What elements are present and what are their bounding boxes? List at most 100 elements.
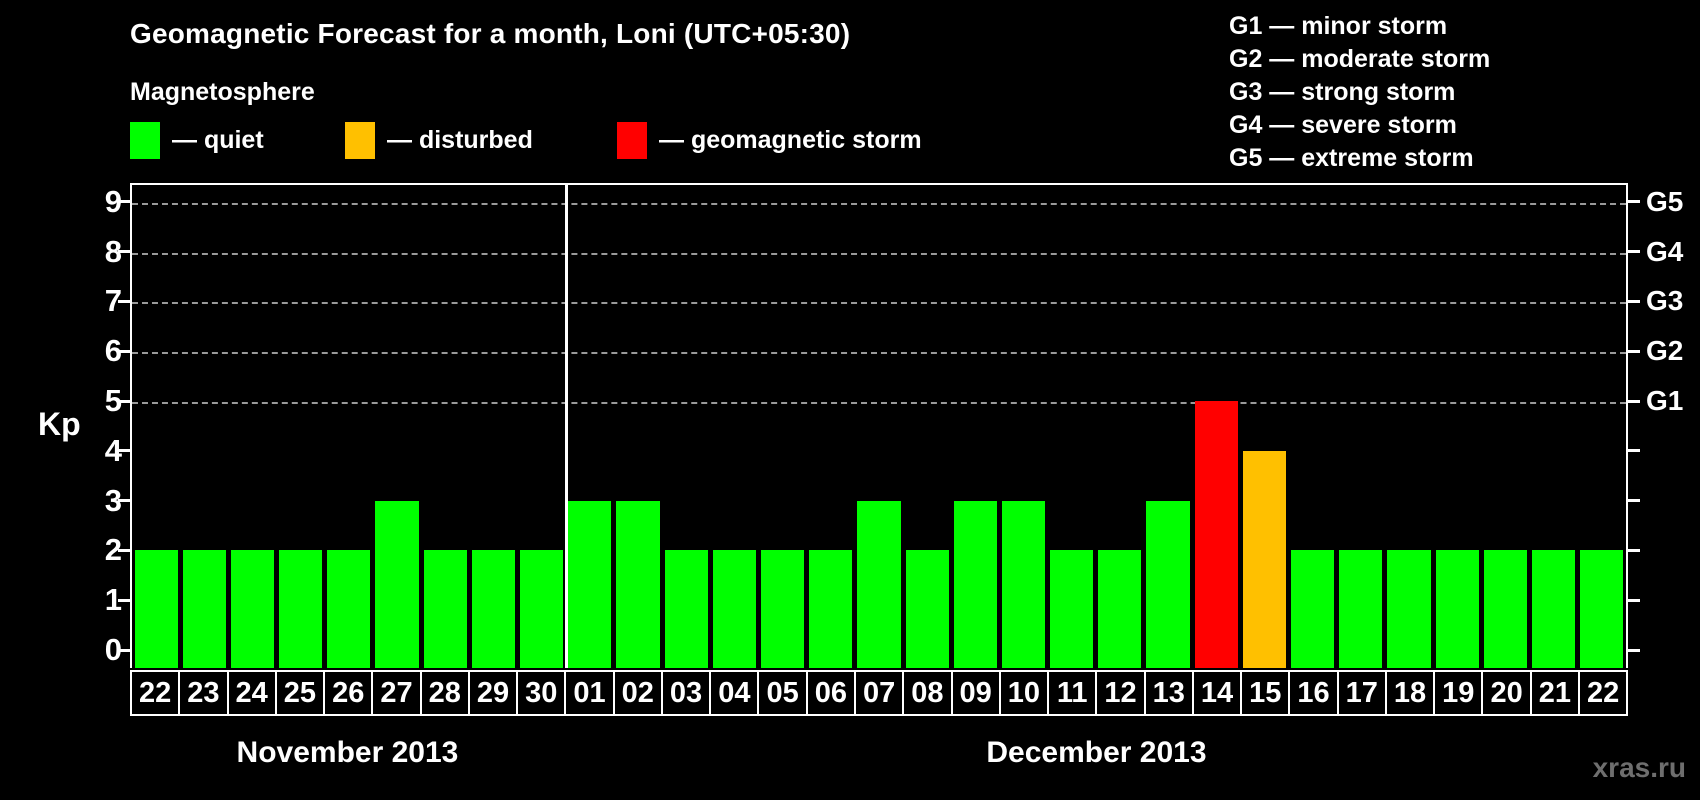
disturbed-color-swatch <box>345 121 375 159</box>
y-tick-right-3 <box>1628 499 1640 503</box>
kp-bar-slot-05 <box>758 185 806 668</box>
kp-bar-day-09-kp3 <box>953 501 997 668</box>
y-tick-left-7 <box>118 299 130 303</box>
kp-bar-slot-15 <box>1240 185 1288 668</box>
kp-bar-slot-21 <box>1529 185 1577 668</box>
y-tick-label-8: 8 <box>104 233 122 269</box>
kp-bar-day-13-kp3 <box>1146 501 1190 668</box>
y-tick-label-7: 7 <box>104 283 122 319</box>
kp-bar-slot-12 <box>1096 185 1144 668</box>
day-label-05: 05 <box>757 670 808 716</box>
quiet-color-swatch <box>130 121 160 159</box>
kp-bar-day-22-kp2 <box>1580 550 1624 668</box>
day-label-30: 30 <box>516 670 567 716</box>
y-tick-left-5 <box>118 399 130 403</box>
y-tick-right-2 <box>1628 548 1640 552</box>
kp-bar-day-22-kp2 <box>134 550 178 668</box>
kp-bar-slot-02 <box>614 185 662 668</box>
day-label-27: 27 <box>371 670 422 716</box>
kp-bar-day-29-kp2 <box>471 550 515 668</box>
kp-bar-day-01-kp3 <box>568 501 612 668</box>
day-label-07: 07 <box>853 670 905 716</box>
day-label-03: 03 <box>660 670 712 716</box>
y-tick-right-9 <box>1628 200 1640 204</box>
kp-bar-slot-10 <box>999 185 1047 668</box>
kp-bar-day-14-kp5 <box>1194 401 1238 668</box>
kp-bar-day-18-kp2 <box>1387 550 1431 668</box>
kp-bar-day-07-kp3 <box>857 501 901 668</box>
day-label-10: 10 <box>998 670 1050 716</box>
day-label-08: 08 <box>902 670 953 716</box>
kp-bar-day-28-kp2 <box>423 550 467 668</box>
storm-color-swatch <box>617 121 647 159</box>
day-label-16: 16 <box>1288 670 1339 716</box>
gridline-kp7 <box>132 302 1626 305</box>
watermark: xras.ru <box>1592 752 1686 783</box>
kp-bar-slot-28 <box>421 185 469 668</box>
kp-bar-slot-08 <box>903 185 951 668</box>
y-tick-right-0 <box>1628 648 1640 652</box>
storm-scale-legend: G1 — minor storm G2 — moderate storm G3 … <box>1229 10 1490 175</box>
kp-bar-slot-19 <box>1433 185 1481 668</box>
day-label-23: 23 <box>178 670 229 716</box>
kp-bar-day-04-kp2 <box>712 550 756 668</box>
kp-bar-day-17-kp2 <box>1339 550 1383 668</box>
legend-item-disturbed: — disturbed <box>345 121 533 159</box>
kp-bar-slot-14 <box>1192 185 1240 668</box>
kp-bar-slot-30 <box>518 185 566 668</box>
kp-bar-day-23-kp2 <box>182 550 226 668</box>
y-tick-label-4: 4 <box>104 432 122 468</box>
kp-bars <box>132 185 1626 668</box>
right-axis-label-g4: G4 <box>1646 235 1684 267</box>
day-label-29: 29 <box>467 670 519 716</box>
kp-bar-day-08-kp2 <box>905 550 949 668</box>
right-axis-label-g3: G3 <box>1646 285 1684 317</box>
kp-bar-slot-22 <box>132 185 180 668</box>
month-separator-line <box>565 185 569 668</box>
y-tick-label-1: 1 <box>104 582 122 618</box>
day-label-14: 14 <box>1191 670 1243 716</box>
kp-bar-slot-25 <box>277 185 325 668</box>
day-label-01: 01 <box>564 670 615 716</box>
kp-bar-slot-01 <box>566 185 614 668</box>
y-tick-label-0: 0 <box>104 632 122 667</box>
kp-bar-day-02-kp3 <box>616 501 660 668</box>
y-tick-label-5: 5 <box>104 383 122 418</box>
day-label-02: 02 <box>612 670 663 716</box>
right-axis-label-g1: G1 <box>1646 385 1684 416</box>
day-label-19: 19 <box>1433 670 1484 716</box>
y-tick-left-3 <box>118 499 130 503</box>
right-axis-label-g2: G2 <box>1646 335 1684 367</box>
day-label-26: 26 <box>323 670 374 716</box>
y-tick-left-0 <box>118 648 130 652</box>
y-tick-label-6: 6 <box>104 333 122 369</box>
month-label-november: November 2013 <box>236 736 459 769</box>
kp-bar-day-03-kp2 <box>664 550 708 668</box>
kp-bar-slot-27 <box>373 185 421 668</box>
day-axis: 22 23 24 25 26 27 28 29 30 01 02 03 04 05 06 07 08 09 10 11… <box>130 670 1629 716</box>
legend-item-label: — disturbed <box>387 125 533 154</box>
kp-bar-day-12-kp2 <box>1098 550 1142 668</box>
gridline-kp6 <box>132 352 1626 355</box>
legend-item-geomagnetic-storm: — geomagnetic storm <box>617 121 922 159</box>
day-label-13: 13 <box>1143 670 1194 716</box>
kp-bar-day-16-kp2 <box>1291 550 1335 668</box>
storm-scale-g1: G1 — minor storm <box>1229 12 1448 40</box>
gridline-kp9 <box>132 202 1626 205</box>
kp-bar-day-11-kp2 <box>1050 550 1094 668</box>
kp-bar-slot-03 <box>662 185 710 668</box>
storm-scale-g2: G2 — moderate storm <box>1229 45 1491 73</box>
y-tick-label-9: 9 <box>104 183 122 219</box>
storm-scale-g4: G4 — severe storm <box>1229 111 1457 139</box>
kp-bar-day-05-kp2 <box>760 550 805 668</box>
day-label-18: 18 <box>1384 670 1436 716</box>
gridline-kp8 <box>132 252 1626 255</box>
magnetosphere-legend-heading: Magnetosphere <box>130 78 315 106</box>
kp-bar-day-15-kp4 <box>1242 451 1286 668</box>
day-label-04: 04 <box>709 670 760 716</box>
y-tick-right-8 <box>1628 250 1640 254</box>
y-tick-right-6 <box>1628 349 1640 353</box>
legend-item-quiet: — quiet <box>130 121 264 159</box>
kp-bar-slot-22 <box>1578 185 1626 668</box>
